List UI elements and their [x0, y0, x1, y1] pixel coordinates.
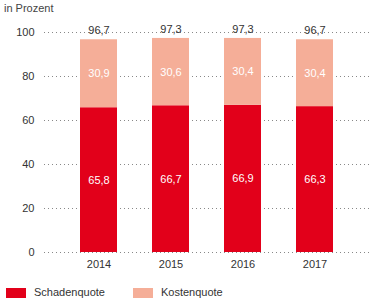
- svg-text:40: 40: [22, 158, 34, 170]
- svg-text:66,3: 66,3: [304, 173, 325, 185]
- svg-text:20: 20: [22, 202, 34, 214]
- svg-text:96,7: 96,7: [304, 24, 325, 36]
- svg-text:66,7: 66,7: [160, 173, 181, 185]
- svg-text:97,3: 97,3: [160, 23, 181, 35]
- svg-text:80: 80: [22, 70, 34, 82]
- svg-text:65,8: 65,8: [88, 174, 109, 186]
- svg-text:30,9: 30,9: [88, 67, 109, 79]
- svg-text:100: 100: [16, 26, 34, 38]
- svg-text:2015: 2015: [159, 258, 183, 270]
- html-text:Schadenquote: Schadenquote: [34, 286, 105, 298]
- html-text:Kostenquote: Kostenquote: [161, 286, 223, 298]
- svg-text:0: 0: [28, 246, 34, 258]
- svg-text:2014: 2014: [87, 258, 111, 270]
- svg-text:2016: 2016: [231, 258, 255, 270]
- svg-text:66,9: 66,9: [232, 172, 253, 184]
- svg-text:96,7: 96,7: [88, 24, 109, 36]
- svg-text:30,4: 30,4: [232, 65, 253, 77]
- svg-text:60: 60: [22, 114, 34, 126]
- html-text:in Prozent: in Prozent: [4, 2, 54, 14]
- svg-text:2017: 2017: [303, 258, 327, 270]
- svg-text:30,4: 30,4: [304, 67, 325, 79]
- svg-text:30,6: 30,6: [160, 66, 181, 78]
- svg-text:97,3: 97,3: [232, 23, 253, 35]
